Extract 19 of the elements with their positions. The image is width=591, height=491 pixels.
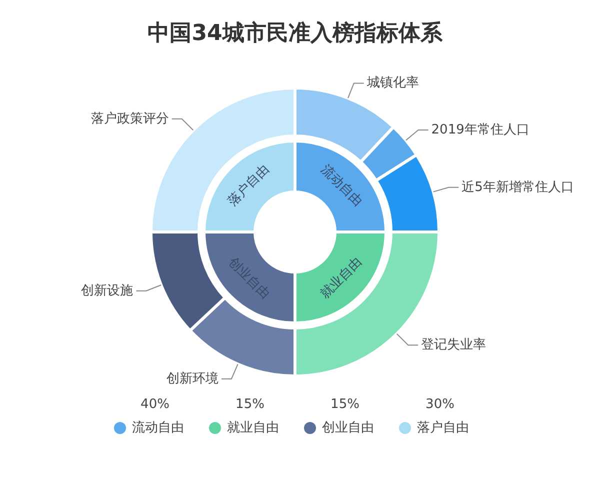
text: 40% [140,397,170,412]
chart-title: 中国34城市民准入榜指标体系 [148,20,444,46]
slice-label: 落户政策评分 [90,111,169,126]
slice-label: 创新设施 [81,283,134,298]
slice-label: 2019年常住人口 [431,122,530,138]
slice-label: 近5年新增常住人口 [462,180,574,195]
slice-label: 登记失业率 [421,336,486,353]
slice-label: 城镇化率 [366,74,419,91]
slice-label: 创新环境 [166,370,218,386]
legend-label: 流动自由 [132,420,184,436]
legend-label: 落户自由 [417,420,469,436]
legend-label: 就业自由 [227,420,279,436]
slice-label: 落户自由 [224,162,272,210]
slice-label: 就业自由 [318,254,366,302]
text: 15% [330,397,360,412]
slice-label: 流动自由 [318,161,366,210]
legend-label: 创业自由 [322,420,374,436]
text: 15% [236,397,264,412]
text: 30% [426,397,454,412]
